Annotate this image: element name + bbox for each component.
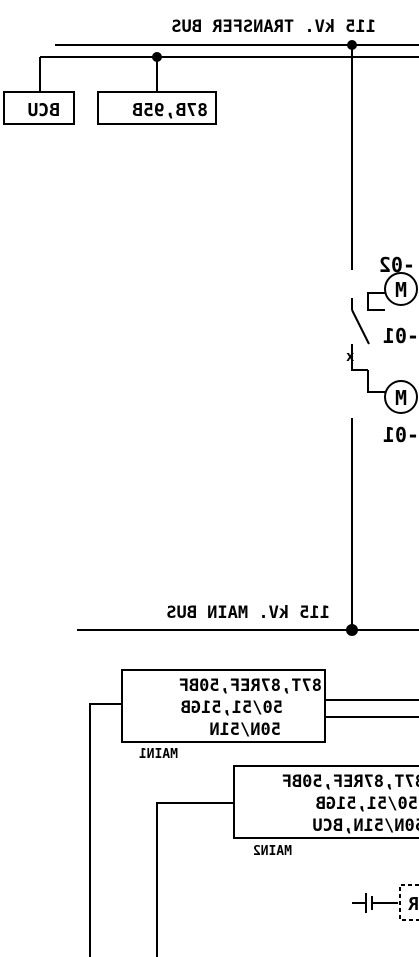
main-bus-label: 115 kV. MAIN BUS bbox=[166, 603, 330, 623]
breaker-mark: x bbox=[346, 349, 355, 365]
main1-tag: MAIN1 bbox=[139, 747, 178, 762]
motor-upper-label: M bbox=[395, 278, 407, 302]
main1-line2: 50/51,51GB bbox=[181, 698, 283, 718]
main1-trip-wire bbox=[89, 703, 122, 957]
bus-relay-box: 87B,95B bbox=[97, 57, 217, 125]
main1-box-frame bbox=[121, 669, 326, 743]
switch-upper-blade bbox=[351, 309, 370, 345]
main1-relay-box: 87T,87REF,50BF 50/51,51GB 50N/51N MAIN1 bbox=[89, 669, 419, 957]
feeder-upper: -02 bbox=[351, 45, 415, 277]
main-bus: 115 kV. MAIN BUS bbox=[77, 603, 419, 636]
transfer-bus-label: 115 kV. TRANSFER BUS bbox=[171, 17, 376, 37]
transfer-bus: 115 kV. TRANSFER BUS bbox=[40, 17, 419, 62]
motor-lower-label: M bbox=[395, 386, 407, 410]
bcu-box-label: BCU bbox=[27, 100, 60, 121]
motor-lower-linkage bbox=[367, 370, 385, 393]
main-bus-node bbox=[346, 624, 358, 636]
main2-line1: 87T,87REF,50BF bbox=[282, 772, 419, 792]
main2-trip-wire bbox=[156, 802, 234, 957]
main1-line3: 50N/51N bbox=[209, 720, 281, 740]
switch-lower-top-wire bbox=[351, 356, 368, 371]
bus-relay-box-frame bbox=[97, 91, 217, 125]
bcu-box-frame bbox=[3, 91, 75, 125]
main1-line1: 87T,87REF,50BF bbox=[179, 676, 322, 696]
main2-line3: 50N/51N,BCU bbox=[312, 816, 419, 836]
switch-01-upper-label: -01 bbox=[383, 324, 419, 348]
partial-relay-element: R bbox=[352, 884, 419, 921]
main2-tag: MAIN2 bbox=[253, 844, 292, 859]
partial-box-label: R bbox=[408, 894, 419, 915]
bus-relay-box-label: 87B,95B bbox=[132, 100, 208, 121]
motor-lower-circle bbox=[384, 380, 418, 414]
bcu-box: BCU bbox=[3, 57, 75, 125]
main2-relay-box: 87T,87REF,50BF 50/51,51GB 50N/51N,BCU MA… bbox=[156, 765, 419, 957]
switch-lower: M -01 bbox=[351, 356, 419, 630]
partial-box-frame bbox=[399, 884, 419, 921]
switch-01-lower-label: -01 bbox=[383, 423, 419, 447]
motor-upper-linkage bbox=[367, 292, 385, 311]
main2-line2: 50/51,51GB bbox=[316, 794, 418, 814]
motor-upper-circle bbox=[384, 272, 418, 306]
switch-upper: M -01 bbox=[351, 272, 419, 356]
